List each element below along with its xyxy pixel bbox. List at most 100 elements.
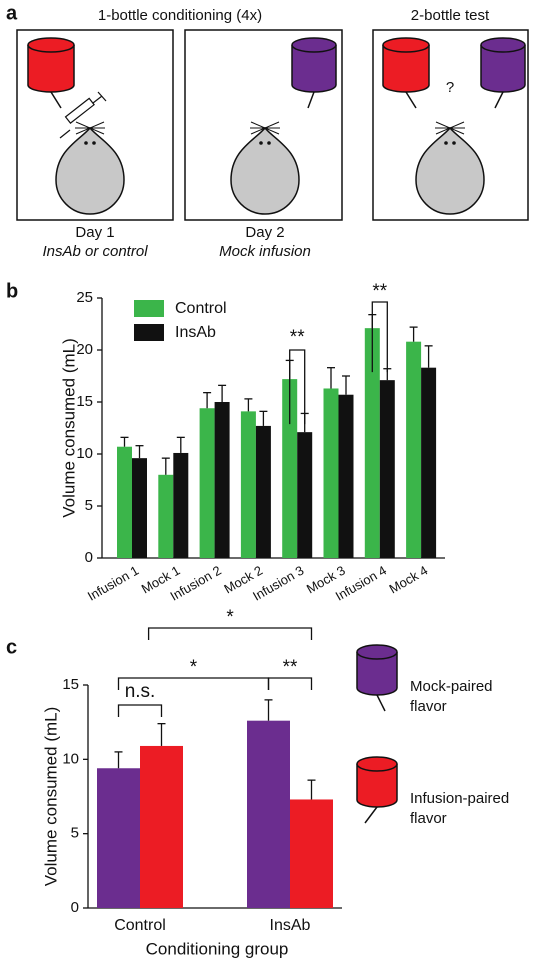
error-bar <box>218 384 227 402</box>
error-bar <box>135 445 144 459</box>
error-bar <box>327 367 335 389</box>
treatment-label: InsAb or control <box>42 243 148 260</box>
bar <box>240 411 256 558</box>
mouse-body <box>230 126 300 215</box>
y-tick-label: 15 <box>76 393 93 410</box>
significance-bracket <box>147 627 313 640</box>
bottle-top <box>291 37 337 53</box>
y-tick-label: 5 <box>71 825 79 842</box>
diagram-title: 2-bottle test <box>411 7 490 24</box>
bar <box>379 380 395 558</box>
eye <box>452 141 456 145</box>
y-tick-label: 25 <box>76 289 93 306</box>
error-bar <box>244 398 253 412</box>
y-tick-label: 10 <box>62 750 79 767</box>
panel-label: a <box>6 2 18 24</box>
bar <box>364 328 380 558</box>
bar <box>214 402 230 558</box>
legend-label: Infusion-paired flavor <box>410 790 509 827</box>
mouse <box>230 121 300 215</box>
legend-label: Mock-paired flavor <box>410 678 493 715</box>
error-bar <box>161 457 170 475</box>
y-tick-label: 20 <box>76 341 93 358</box>
significance-bracket <box>267 677 313 690</box>
significance-label: ** <box>283 657 298 678</box>
legend-label: InsAb <box>175 324 216 341</box>
day-label: Day 2 <box>245 224 284 241</box>
bar <box>117 446 132 558</box>
bar <box>421 367 437 558</box>
y-axis-label: Volume consumed (mL) <box>59 338 78 518</box>
x-tick-label: Control <box>114 917 166 934</box>
significance-label: n.s. <box>125 681 156 702</box>
legend-swatch <box>134 324 164 341</box>
bar <box>297 432 313 558</box>
legend-label: Control <box>175 300 227 317</box>
spout <box>376 694 386 712</box>
y-tick-label: 0 <box>85 549 93 566</box>
y-tick-label: 5 <box>85 497 93 514</box>
bottle-body <box>480 45 526 93</box>
bar <box>97 768 140 908</box>
panel-box <box>184 29 343 221</box>
bar <box>338 394 354 558</box>
eye <box>444 141 448 145</box>
significance-label: ** <box>372 281 387 302</box>
bottle-body <box>382 45 430 93</box>
mouse <box>55 121 125 215</box>
bottle-body <box>27 45 75 93</box>
bar <box>323 388 339 558</box>
spout <box>494 91 504 109</box>
bar <box>255 425 271 558</box>
y-tick-label: 10 <box>76 445 93 462</box>
diagram-title: 1-bottle conditioning (4x) <box>98 7 262 24</box>
panel-label: b <box>6 280 18 302</box>
panel-label: c <box>6 636 17 658</box>
x-tick-label: InsAb <box>270 917 311 934</box>
significance-label: ** <box>290 327 305 348</box>
day-label: Day 1 <box>75 224 114 241</box>
eye <box>84 141 88 145</box>
bottle <box>291 37 337 109</box>
bar <box>132 458 147 558</box>
bottle-body <box>356 764 398 808</box>
spout <box>307 91 315 109</box>
error-bar <box>114 751 123 769</box>
spout <box>364 806 378 824</box>
y-tick-label: 15 <box>62 676 79 693</box>
y-tick-label: 0 <box>71 899 79 916</box>
eye <box>92 141 96 145</box>
error-bar <box>203 391 212 409</box>
bottle-top <box>382 37 430 53</box>
bar <box>199 408 215 558</box>
bar <box>140 745 183 908</box>
error-bar <box>409 326 418 342</box>
panel-box <box>372 29 529 221</box>
significance-label: * <box>226 607 234 628</box>
bottle <box>27 37 75 109</box>
error-bar <box>120 436 129 447</box>
x-axis-label: Conditioning group <box>146 939 289 958</box>
mouse-body <box>55 126 125 215</box>
treatment-label: Mock infusion <box>219 243 311 260</box>
significance-label: * <box>190 657 198 678</box>
bottle-top <box>356 644 398 660</box>
bottle-top <box>480 37 526 53</box>
bottle-body <box>291 45 337 93</box>
x-tick-label: Infusion 1 <box>85 563 141 604</box>
spout <box>50 91 62 109</box>
bar <box>290 799 333 908</box>
bar <box>158 474 174 558</box>
error-bar <box>259 410 268 426</box>
mouse-body <box>415 126 485 215</box>
question-mark: ? <box>446 79 454 96</box>
bar <box>173 452 189 558</box>
eye <box>267 141 271 145</box>
bar <box>247 720 290 908</box>
significance-bracket <box>117 704 163 717</box>
x-tick-label: Mock 4 <box>387 563 431 597</box>
eye <box>259 141 263 145</box>
bottle <box>480 37 526 109</box>
significance-bracket <box>371 301 388 373</box>
